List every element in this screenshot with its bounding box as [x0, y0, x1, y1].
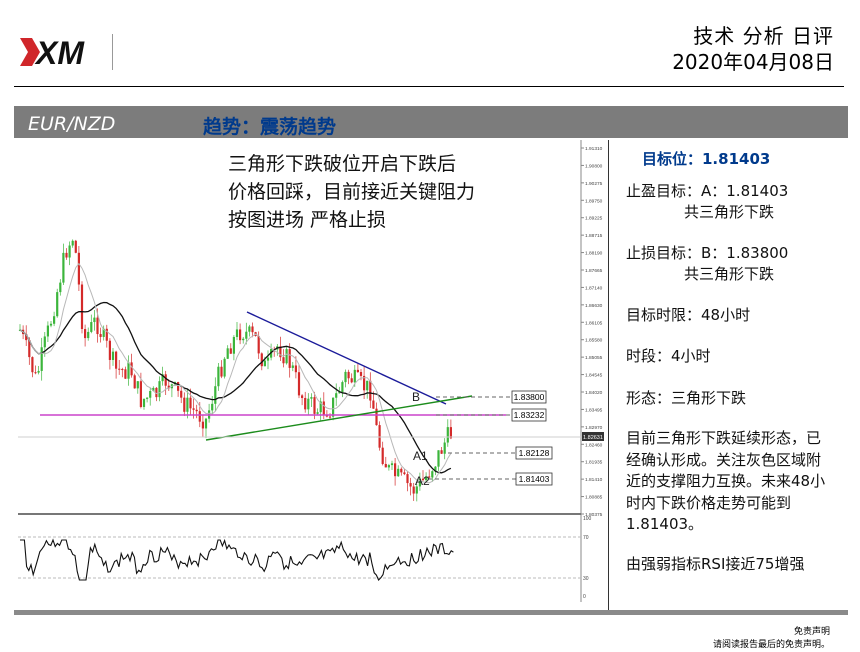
currency-pair: EUR/NZD: [28, 113, 116, 135]
price-tick-label: 1.91310: [585, 146, 603, 152]
price-tick-label: 1.82970: [585, 425, 603, 431]
price-tick-label: 1.80885: [585, 495, 603, 501]
report-title: 技术 分析 日评: [693, 24, 834, 48]
price-tick-label: 1.85580: [585, 338, 603, 344]
point-label-b: B: [412, 390, 420, 404]
moving-average-black: [19, 301, 452, 474]
stop-loss: 止损目标：B：1.83800: [626, 244, 789, 262]
level-label-1-81403: 1.81403: [515, 472, 553, 486]
price-tick-label: 1.90800: [585, 163, 603, 169]
disclaimer-text: 请阅读报告最后的免责声明。: [712, 640, 830, 650]
level-label-1-82128: 1.82128: [515, 446, 553, 460]
price-chart: 1.83800 1.83232 1.82128 1.81403 B A1 A2 …: [16, 140, 606, 602]
stop-loss-note: 共三角形下跌: [684, 265, 775, 283]
chart-annotation-line: 三角形下跌破位开启下跌后: [228, 153, 457, 175]
report-date: 2020年04月08日: [672, 50, 834, 74]
point-label-a1: A1: [413, 449, 428, 463]
price-tick-label: 1.83495: [585, 407, 603, 413]
target-price: 目标位：1.81403: [642, 150, 771, 168]
disclaimer-title: 免责声明: [793, 627, 830, 637]
pattern: 形态：三角形下跌: [626, 389, 747, 407]
price-tick-label: 1.85055: [585, 355, 603, 361]
level-label-1-83800: 1.83800: [511, 390, 547, 404]
rsi-line: [20, 538, 454, 581]
candlestick-series: [18, 239, 452, 502]
svg-text:1.81403: 1.81403: [519, 474, 550, 484]
column-divider: [608, 140, 609, 612]
price-tick-label: 1.88715: [585, 233, 603, 239]
chart-annotation: 三角形下跌破位开启下跌后 价格回踩，目前接近关键阻力 按图进场 严格止损: [228, 150, 475, 234]
price-tick-label: 1.90275: [585, 181, 603, 187]
rsi-tick-70: 70: [583, 535, 589, 541]
current-price-marker: 1.82631: [582, 432, 604, 441]
trend-label: 趋势：震荡趋势: [203, 116, 337, 138]
price-tick-label: 1.84020: [585, 390, 603, 396]
rsi-note: 由强弱指标RSI接近75增强: [626, 555, 805, 573]
svg-text:1.83232: 1.83232: [514, 410, 545, 420]
price-tick-label: 1.87140: [585, 285, 603, 291]
rsi-tick-100: 100: [583, 516, 592, 522]
panel-separator: [18, 513, 581, 515]
header-divider: [14, 86, 844, 87]
time-limit: 目标时限：48小时: [626, 306, 751, 324]
logo-text: XM: [34, 35, 85, 71]
take-profit: 止盈目标：A：1.81403: [626, 182, 789, 200]
analysis-line: 目前三角形下跌延续形态，已: [626, 429, 822, 447]
price-tick-label: 1.86630: [585, 303, 603, 309]
level-label-1-83232: 1.83232: [511, 408, 547, 422]
analysis-line: 经确认形成。关注灰色区域附: [626, 450, 822, 469]
timeframe: 时段：4小时: [626, 347, 711, 365]
footer-bar: [14, 610, 848, 615]
price-tick-label: 1.88190: [585, 251, 603, 257]
price-tick-label: 1.84545: [585, 373, 603, 379]
price-axis: 1.91310 1.90800 1.90275 1.89750 1.89225 1.887…: [581, 146, 603, 518]
take-profit-note: 共三角形下跌: [684, 203, 775, 221]
chart-annotation-line: 按图进场 严格止损: [228, 209, 387, 231]
rsi-tick-30: 30: [583, 576, 589, 582]
price-tick-label: 1.81935: [585, 460, 603, 466]
xm-logo: XM: [18, 30, 118, 74]
svg-text:1.83800: 1.83800: [514, 392, 545, 402]
price-tick-label: 1.80375: [585, 512, 603, 518]
analysis-line: 近的支撑阻力互换。未来48小: [626, 472, 826, 490]
price-tick-label: 1.89750: [585, 198, 603, 204]
point-label-a2: A2: [415, 474, 430, 488]
price-tick-label: 1.81410: [585, 477, 603, 483]
analysis-line: 时内下跌价格走势可能到: [626, 493, 792, 512]
rsi-tick-0: 0: [583, 594, 586, 600]
triangle-support-line: [205, 395, 473, 441]
moving-average-grey: [19, 262, 452, 484]
analysis-text: 目前三角形下跌延续形态，已 经确认形成。关注灰色区域附 近的支撑阻力互换。未来4…: [626, 428, 852, 536]
chart-annotation-line: 价格回踩，目前接近关键阻力: [228, 181, 476, 203]
price-tick-label: 1.87665: [585, 268, 603, 274]
pair-banner: [14, 106, 848, 138]
price-tick-label: 1.89225: [585, 216, 603, 222]
svg-text:1.82128: 1.82128: [519, 448, 550, 458]
triangle-resistance-line: [246, 311, 447, 405]
price-tick-label: 1.86105: [585, 320, 603, 326]
price-tick-label: 1.82460: [585, 442, 603, 448]
analysis-line: 1.81403。: [626, 515, 704, 533]
svg-text:1.82631: 1.82631: [583, 435, 603, 441]
